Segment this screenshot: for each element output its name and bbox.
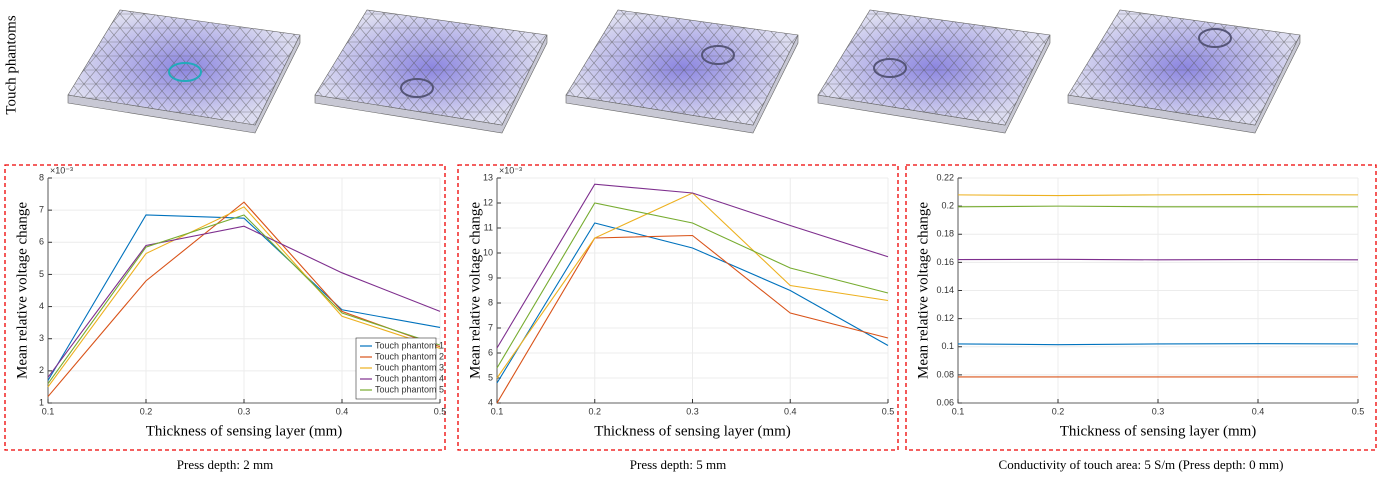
y-tick-label: 0.14	[936, 285, 954, 295]
legend-label: Touch phantom 2	[375, 351, 444, 361]
x-tick-label: 0.4	[336, 406, 349, 416]
x-tick-label: 0.1	[952, 406, 965, 416]
caption: Conductivity of touch area: 5 S/m (Press…	[999, 457, 1284, 472]
y-tick-label: 7	[488, 322, 493, 332]
x-axis-label: Thickness of sensing layer (mm)	[594, 423, 791, 439]
y-tick-label: 0.2	[941, 201, 954, 211]
x-tick-label: 0.2	[140, 406, 153, 416]
plate-grid	[566, 10, 798, 125]
x-tick-label: 0.5	[882, 406, 895, 416]
x-tick-label: 0.4	[1252, 406, 1265, 416]
x-axis-label: Thickness of sensing layer (mm)	[146, 423, 343, 439]
series-line	[47, 206, 441, 388]
x-tick-label: 0.3	[1152, 406, 1165, 416]
y-tick-label: 0.22	[936, 172, 954, 182]
y-tick-label: 2	[39, 365, 44, 375]
plate-grid	[818, 10, 1050, 125]
y-tick-label: 3	[39, 333, 44, 343]
series-line	[957, 343, 1359, 346]
y-axis-label: Mean relative voltage change	[467, 202, 483, 379]
y-tick-label: 4	[39, 301, 44, 311]
y-tick-label: 5	[39, 269, 44, 279]
x-axis-label: Thickness of sensing layer (mm)	[1060, 423, 1257, 439]
series-line	[47, 214, 441, 385]
y-tick-label: 6	[39, 237, 44, 247]
x-tick-label: 0.3	[686, 406, 699, 416]
x-tick-label: 0.1	[42, 406, 55, 416]
legend-label: Touch phantom 1	[375, 340, 444, 350]
touch-area	[400, 78, 434, 98]
series-line	[47, 214, 441, 381]
y-tick-label: 0.16	[936, 257, 954, 267]
caption: Press depth: 2 mm	[177, 457, 273, 472]
y-tick-label: 4	[488, 397, 493, 407]
plate-grid	[315, 10, 547, 125]
y-tick-label: 1	[39, 397, 44, 407]
series-line	[496, 234, 889, 404]
caption: Press depth: 5 mm	[630, 457, 726, 472]
legend-label: Touch phantom 3	[375, 362, 444, 372]
y-tick-label: 6	[488, 347, 493, 357]
plate-grid	[68, 10, 300, 125]
y-exponent: ×10⁻³	[499, 165, 522, 175]
series-line	[47, 225, 441, 378]
x-tick-label: 0.3	[238, 406, 251, 416]
axis	[47, 178, 440, 404]
series-line	[957, 205, 1358, 208]
y-tick-label: 0.08	[936, 369, 954, 379]
legend-label: Touch phantom 4	[375, 373, 444, 383]
panel-border	[905, 164, 1377, 451]
y-tick-label: 0.18	[936, 229, 954, 239]
series-line	[957, 194, 1359, 197]
y-exponent: ×10⁻³	[50, 165, 73, 175]
legend-label: Touch phantom 5	[375, 384, 444, 394]
y-tick-label: 11	[484, 222, 493, 232]
series-line	[957, 258, 1359, 261]
touch-area	[1198, 28, 1232, 48]
y-tick-label: 5	[488, 372, 493, 382]
x-tick-label: 0.4	[784, 406, 797, 416]
x-tick-label: 0.5	[1352, 406, 1365, 416]
x-tick-label: 0.2	[1052, 406, 1065, 416]
y-tick-label: 8	[39, 172, 44, 182]
panel-border	[4, 164, 446, 451]
y-tick-label: 7	[39, 205, 44, 215]
y-tick-label: 8	[488, 297, 493, 307]
x-tick-label: 0.5	[434, 406, 447, 416]
touch-area	[701, 45, 735, 65]
panel-border	[457, 164, 899, 451]
plate-grid	[1068, 10, 1300, 125]
phantom-images	[67, 9, 1301, 134]
y-tick-label: 10	[483, 247, 493, 257]
x-tick-label: 0.1	[491, 406, 504, 416]
phantom-label: Touch phantoms	[3, 15, 19, 115]
series-line	[496, 183, 889, 349]
series-line	[496, 222, 889, 384]
touch-area	[873, 58, 907, 78]
y-tick-label: 12	[483, 197, 493, 207]
y-tick-label: 0.12	[936, 313, 954, 323]
x-tick-label: 0.2	[588, 406, 601, 416]
touch-area	[168, 62, 202, 82]
y-tick-label: 9	[488, 272, 493, 282]
y-axis-label: Mean relative voltage change	[915, 202, 931, 379]
series-line	[496, 202, 889, 369]
y-tick-label: 0.1	[941, 341, 954, 351]
y-tick-label: 13	[483, 172, 493, 182]
y-tick-label: 0.06	[936, 397, 954, 407]
y-axis-label: Mean relative voltage change	[14, 202, 30, 379]
axis	[957, 178, 1358, 404]
